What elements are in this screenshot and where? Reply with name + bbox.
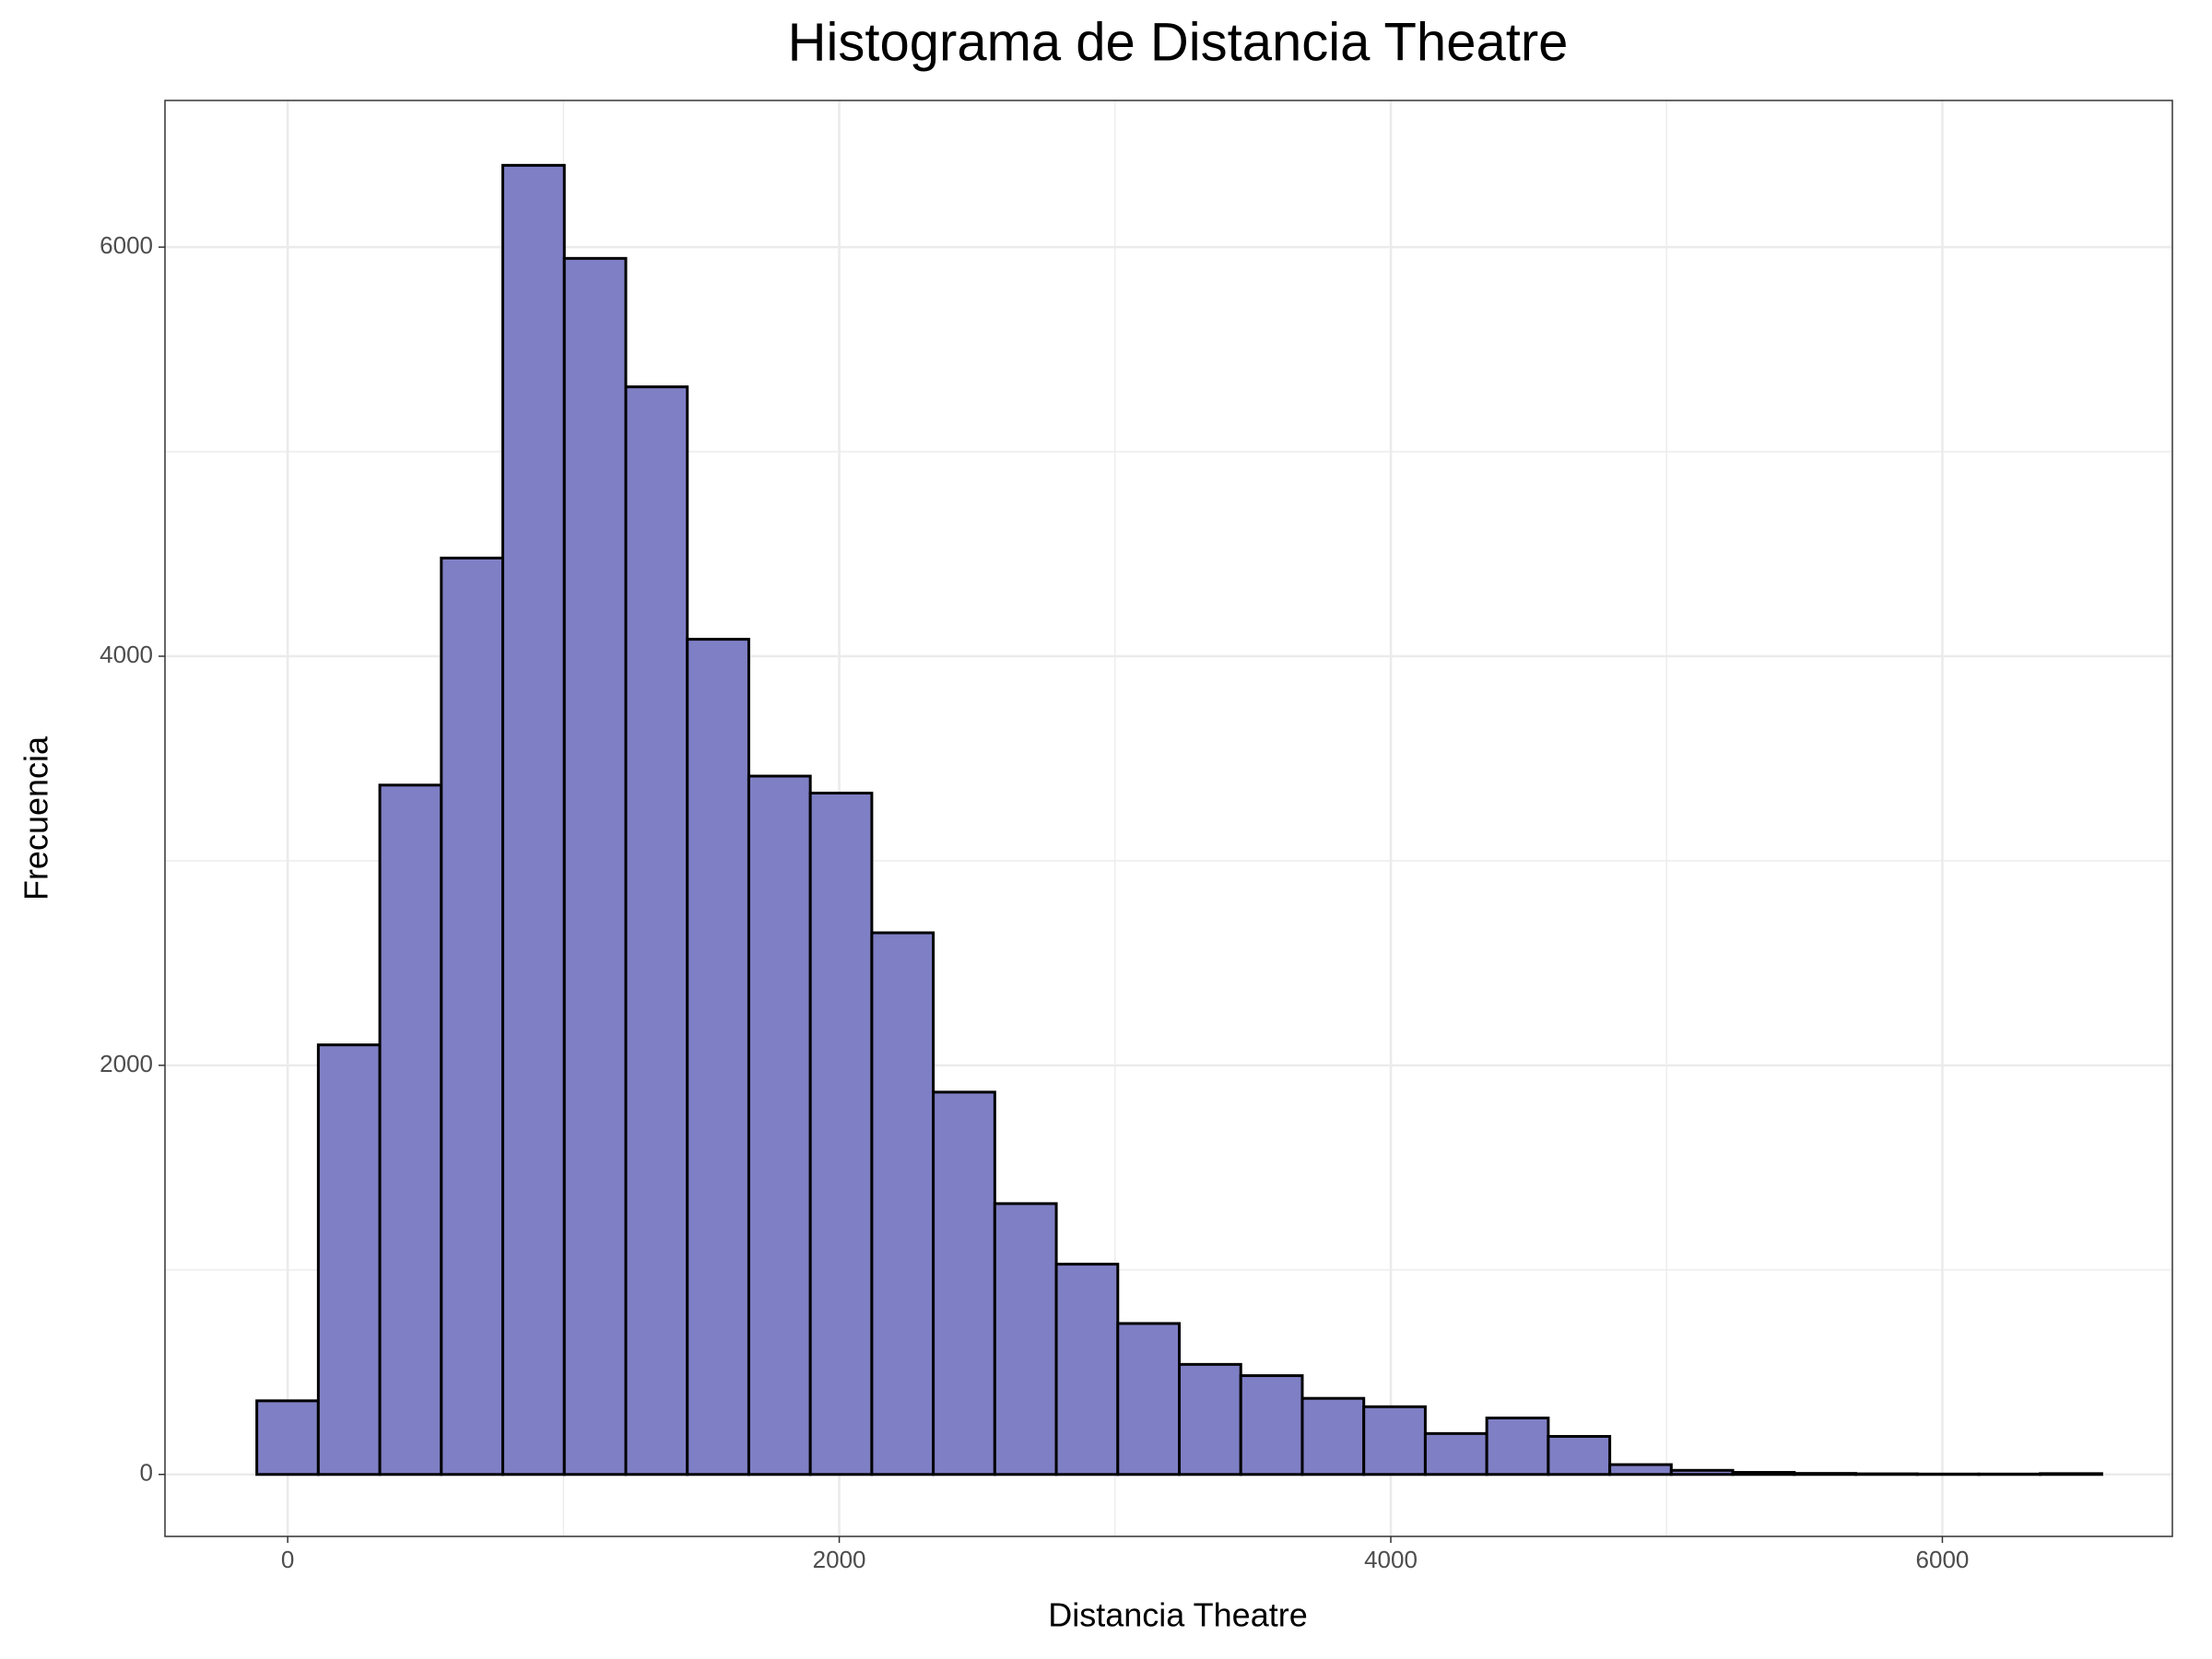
y-tick-label: 4000 [100, 641, 153, 668]
bar [1054, 1263, 1120, 1477]
bar [440, 556, 505, 1477]
bar [562, 256, 628, 1477]
bar [1485, 1416, 1550, 1477]
bar [501, 163, 566, 1477]
bar [1608, 1463, 1673, 1477]
bar [993, 1202, 1058, 1477]
y-tick-label: 2000 [100, 1050, 153, 1077]
bar [1793, 1472, 1857, 1477]
bar [808, 791, 874, 1477]
bar [1239, 1374, 1304, 1477]
bar [316, 1043, 382, 1477]
chart-title: Histograma de Distancia Theatre [788, 12, 1569, 72]
x-tick-label: 2000 [813, 1546, 866, 1573]
bar [1178, 1362, 1242, 1477]
x-tick-label: 0 [281, 1546, 294, 1573]
bar [1731, 1471, 1796, 1477]
x-axis-title: Distancia Theatre [1048, 1596, 1307, 1634]
bar [932, 1090, 996, 1477]
bar [1116, 1322, 1182, 1477]
bar [1547, 1434, 1612, 1477]
plot-border [164, 100, 2173, 1537]
y-axis-title: Frecuencia [18, 735, 55, 900]
bar [747, 774, 812, 1477]
bar [1362, 1405, 1427, 1477]
bar [1423, 1431, 1488, 1477]
bar [624, 385, 689, 1477]
x-tick-label: 6000 [1916, 1546, 1970, 1573]
bar [378, 783, 443, 1477]
bar [686, 638, 750, 1477]
bar [255, 1399, 320, 1477]
x-tick-label: 4000 [1364, 1546, 1418, 1573]
bar [2039, 1472, 2103, 1477]
bar [1853, 1472, 1919, 1477]
bar [870, 931, 935, 1477]
bar [1669, 1468, 1735, 1477]
y-tick-label: 6000 [100, 231, 153, 259]
bar [1300, 1396, 1366, 1477]
y-tick-label: 0 [140, 1459, 153, 1487]
